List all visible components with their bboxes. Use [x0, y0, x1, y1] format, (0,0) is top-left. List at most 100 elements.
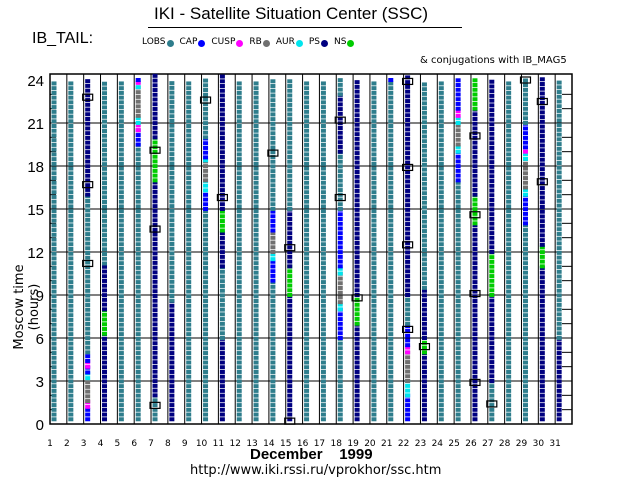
data-point-lobs: [522, 228, 528, 233]
data-point-lobs: [236, 86, 242, 91]
data-point-ps: [287, 355, 293, 360]
data-point-lobs: [522, 121, 528, 125]
data-point-lobs: [253, 365, 259, 370]
data-point-lobs: [304, 388, 310, 393]
data-point-lobs: [186, 152, 192, 157]
data-point-lobs: [186, 346, 192, 351]
data-point-ns: [219, 223, 225, 228]
data-point-ps: [405, 113, 411, 118]
data-point-lobs: [556, 279, 562, 284]
data-point-lobs: [455, 303, 461, 308]
data-point-cap: [270, 273, 276, 278]
data-point-lobs: [253, 294, 259, 299]
conjugation-marker: [469, 289, 481, 298]
data-point-lobs: [371, 90, 377, 95]
data-point-lobs: [455, 317, 461, 322]
data-point-lobs: [270, 84, 276, 89]
data-point-ps: [219, 351, 225, 356]
data-point-ns: [472, 101, 478, 106]
data-point-lobs: [371, 109, 377, 114]
data-point-lobs: [304, 317, 310, 322]
data-point-ps: [405, 80, 411, 85]
data-point-ps: [152, 180, 158, 185]
conjugation-marker: [82, 93, 94, 101]
data-point-lobs: [506, 213, 512, 218]
data-point-lobs: [506, 237, 512, 242]
data-point-ps: [219, 417, 225, 422]
data-point-ps: [472, 369, 478, 374]
data-point-lobs: [455, 194, 461, 199]
data-point-lobs: [169, 123, 175, 128]
data-point-ps: [219, 365, 225, 370]
data-point-lobs: [320, 114, 326, 119]
data-point-lobs: [304, 346, 310, 351]
data-point-cap: [203, 202, 209, 207]
data-point-ps: [472, 351, 478, 356]
data-point-lobs: [405, 307, 411, 312]
data-point-lobs: [320, 95, 326, 100]
data-point-lobs: [253, 398, 259, 403]
data-point-lobs: [371, 317, 377, 322]
data-point-ps: [354, 393, 360, 398]
data-point-lobs: [337, 92, 343, 97]
data-point-lobs: [371, 190, 377, 195]
data-point-lobs: [236, 355, 242, 360]
data-point-lobs: [556, 203, 562, 208]
data-point-lobs: [51, 355, 57, 360]
data-point-lobs: [371, 81, 377, 86]
data-point-lobs: [421, 252, 427, 257]
data-point-lobs: [169, 133, 175, 138]
data-point-lobs: [135, 346, 141, 351]
data-point-ps: [169, 403, 175, 408]
data-point-lobs: [51, 275, 57, 280]
data-point-ps: [219, 360, 225, 365]
data-point-lobs: [556, 274, 562, 279]
data-point-lobs: [118, 95, 124, 100]
data-point-lobs: [455, 299, 461, 304]
data-point-ps: [421, 379, 427, 384]
data-point-lobs: [118, 218, 124, 223]
data-point-lobs: [388, 114, 394, 119]
data-point-ps: [405, 269, 411, 274]
data-point-lobs: [304, 261, 310, 266]
data-point-lobs: [102, 129, 108, 134]
data-point-lobs: [219, 331, 225, 336]
data-point-lobs: [455, 242, 461, 247]
data-point-lobs: [203, 322, 209, 327]
data-point-lobs: [68, 294, 74, 299]
data-point-lobs: [186, 95, 192, 100]
data-point-lobs: [438, 393, 444, 398]
data-point-lobs: [455, 294, 461, 299]
data-point-lobs: [506, 256, 512, 261]
data-point-ps: [102, 293, 108, 298]
data-point-lobs: [438, 105, 444, 110]
data-point-rb: [203, 168, 209, 173]
data-point-lobs: [556, 222, 562, 227]
data-point-lobs: [186, 109, 192, 114]
data-point-lobs: [421, 257, 427, 262]
page-title: IKI - Satellite Situation Center (SSC): [154, 4, 429, 23]
data-point-ps: [405, 274, 411, 279]
data-point-lobs: [236, 308, 242, 313]
data-point-lobs: [253, 393, 259, 398]
data-point-lobs: [556, 307, 562, 312]
data-point-lobs: [135, 280, 141, 285]
data-point-lobs: [118, 114, 124, 119]
data-point-lobs: [438, 147, 444, 152]
data-point-lobs: [287, 136, 293, 141]
data-point-lobs: [304, 161, 310, 166]
data-point-ps: [489, 108, 495, 113]
data-point-cap: [270, 219, 276, 224]
data-point-ps: [472, 261, 478, 266]
data-point-lobs: [118, 176, 124, 181]
data-point-lobs: [522, 365, 528, 370]
data-point-ps: [85, 102, 91, 107]
data-point-cap: [337, 231, 343, 236]
data-point-lobs: [522, 246, 528, 251]
data-point-ps: [472, 327, 478, 332]
data-point-ps: [219, 84, 225, 89]
data-point-ps: [152, 246, 158, 251]
data-point-lobs: [236, 194, 242, 199]
data-point-ps: [472, 173, 478, 178]
data-point-lobs: [253, 388, 259, 393]
